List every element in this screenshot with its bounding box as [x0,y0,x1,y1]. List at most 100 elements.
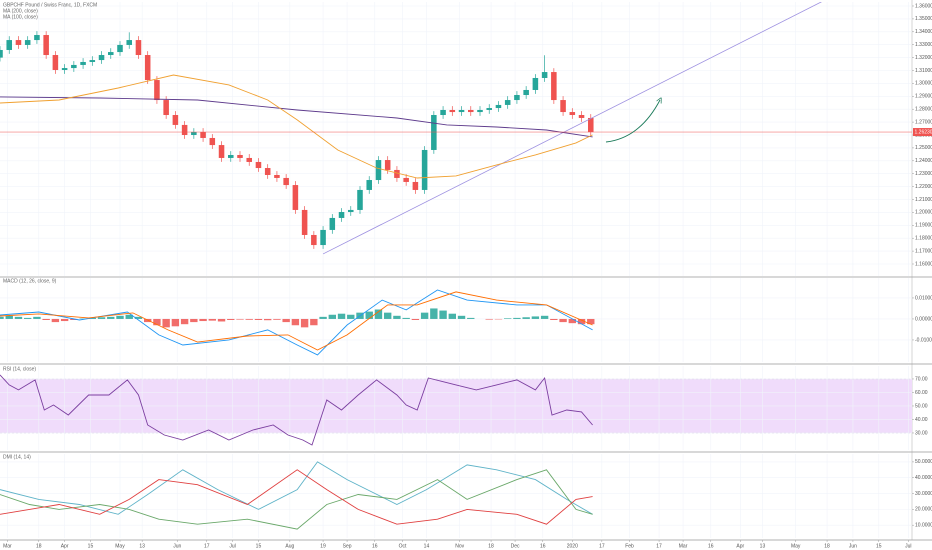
y-tick-label: 1.17000 [915,248,932,254]
x-tick-label: 19 [320,543,326,549]
histogram-bar [393,315,401,319]
candle-body [541,72,548,78]
y-tick-label: 1.18000 [915,236,932,242]
x-tick-label: 15 [88,543,94,549]
candle-body [154,80,160,101]
histogram-bar [190,318,198,323]
candle-body [477,109,483,113]
histogram-bar [125,314,133,319]
indicator-line [0,374,593,446]
y-tick-label: 1.28000 [915,107,932,113]
y-tick-label: 40.0000 [915,475,932,481]
candle-body [172,115,179,125]
x-tick-label: 17 [204,543,210,549]
candle-body [117,44,123,53]
x-tick-label: 13 [760,543,766,549]
histogram-bar [282,318,290,323]
legend-entry: MA (200, close) [3,8,38,14]
histogram-bar [107,316,115,319]
x-tick-label: 15 [256,543,262,549]
candle-body [486,108,492,110]
candle-body [144,55,151,81]
histogram-bar [420,312,429,319]
y-tick-label: 20.0000 [915,507,932,513]
histogram-bar [236,318,244,320]
histogram-bar [227,318,235,320]
candle-body [384,160,391,170]
histogram-bar [402,317,410,319]
histogram-bar [504,318,512,319]
candle-body [43,35,49,56]
candle-body [0,49,3,58]
candle-body [468,109,474,113]
candle-body [209,137,216,146]
x-tick-label: 16 [372,543,378,549]
y-tick-label: 30.00 [915,430,928,436]
histogram-bar [457,315,466,319]
x-tick-label: Jul [905,543,911,549]
candle-body [338,212,345,218]
x-tick-label: Apr [736,543,744,549]
y-tick-label: 10.0000 [915,523,932,529]
histogram-bar [568,318,576,324]
forecast-arrow [605,100,660,143]
candle-body [52,55,59,70]
histogram-bar [347,314,355,319]
x-tick-label: Mar [3,543,12,549]
candle-body [495,104,502,109]
histogram-bar [60,318,69,322]
candle-body [348,209,354,213]
histogram-bar [540,315,549,319]
candle-body [246,157,252,162]
candle-body [264,168,271,175]
histogram-bar [522,317,530,319]
x-tick-label: May [115,543,125,549]
pane [0,454,912,538]
histogram-bar [319,316,327,319]
candle-body [135,40,142,56]
y-tick-label: 30.0000 [915,491,932,497]
candle-body [532,77,539,90]
candle-body [523,89,529,96]
candle-body [181,124,188,136]
candle-body [89,60,96,62]
histogram-bar [171,318,180,327]
candle-body [449,109,456,113]
candle-body [394,169,400,178]
candle-body [311,234,317,246]
pane [0,278,912,362]
histogram-bar [273,318,281,320]
x-tick-label: 2020 [567,543,578,549]
histogram-bar [430,308,438,319]
histogram-bar [88,317,96,319]
x-tick-label: Jul [229,543,235,549]
x-tick-label: Oct [399,543,407,549]
x-tick-label: Sep [343,543,352,549]
histogram-bar [51,318,60,323]
x-tick-label: 13 [139,543,145,549]
candle-body [588,117,594,133]
histogram-bar [337,313,346,319]
x-tick-label: May [791,543,801,549]
y-tick-label: 1.32000 [915,55,932,61]
candle-body [440,109,446,116]
pane-title: RSI (14, close) [3,366,36,372]
histogram-bar [448,313,456,319]
x-tick-label: Feb [625,543,634,549]
y-tick-label: 1.22000 [915,184,932,190]
y-tick-label: 1.35000 [915,16,932,22]
histogram-bar [384,312,392,319]
x-tick-label: Aug [285,543,294,549]
histogram-bar [116,315,124,319]
indicator-line [0,469,593,525]
y-tick-label: 1.31000 [915,68,932,74]
candle-body [71,64,77,69]
indicator-line [0,469,593,530]
candle-body [514,95,520,101]
x-tick-label: 16 [708,543,714,549]
candle-body [578,115,585,118]
indicator-line [0,96,593,138]
y-tick-label: 1.24000 [915,158,932,164]
x-tick-label: 18 [488,543,494,549]
candle-body [292,185,299,210]
